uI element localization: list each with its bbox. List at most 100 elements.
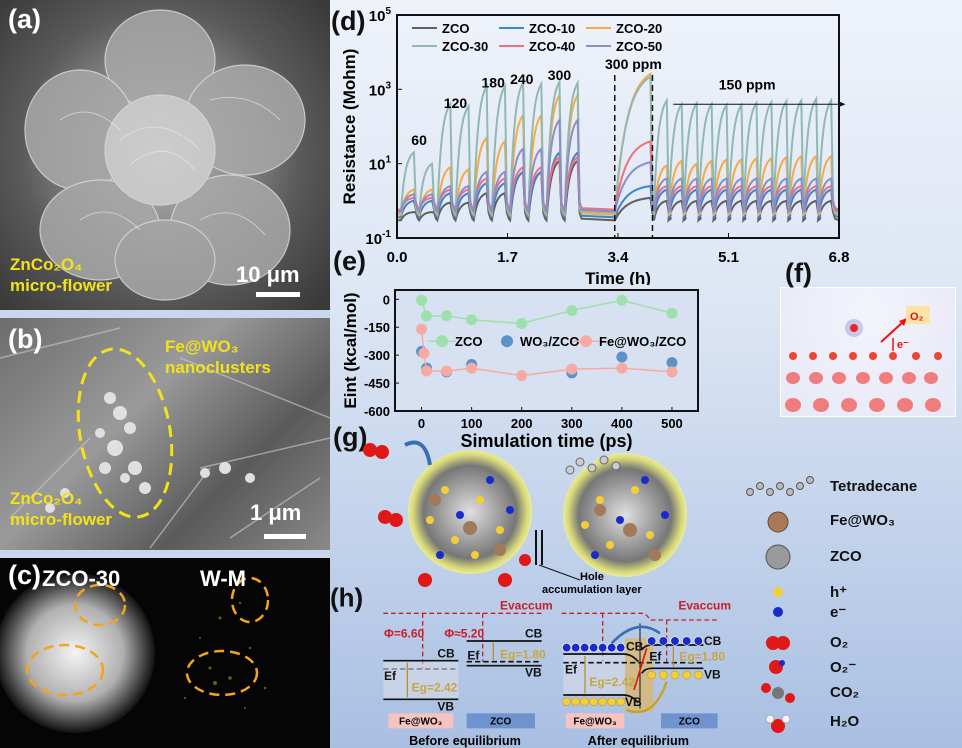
after-equilibrium-caption: After equilibrium (588, 734, 689, 748)
legend-label-fe-wo3: Fe@WO₃ (830, 512, 895, 529)
series-line-zco-30 (397, 74, 840, 216)
data-point-fe-wo3-zco (466, 362, 478, 374)
panel-label-g: (g) (333, 422, 368, 452)
y-tick-label: -600 (364, 404, 390, 419)
hole-icon (773, 587, 783, 597)
hole-flow-arrow (626, 681, 668, 714)
fe-wo3-box-label: Fe@WO₃ (399, 716, 443, 727)
sample-label: ZCO-30 (42, 566, 121, 591)
legend-label: WO₃/ZCO (520, 334, 579, 349)
x-axis-label: Simulation time (ps) (460, 431, 632, 451)
y-axis-label: Resistance (Mohm) (340, 49, 359, 205)
work-function-fe-wo3: Φ=6.60 (384, 626, 425, 640)
bandgap-fe-wo3: Eg=2.42 (589, 675, 635, 689)
series-line-zco-20 (397, 71, 840, 218)
y-tick-label: 0 (383, 292, 390, 307)
cb-label: CB (437, 646, 455, 660)
panel-label-b: (b) (8, 324, 43, 354)
annotation-c120: 120 (444, 95, 468, 111)
eds-mapping-c: (c) ZCO-30 W-M (0, 558, 330, 748)
zco-box (466, 713, 535, 729)
y-axis-label: Eint (kcal/mol) (341, 292, 360, 408)
legend-label-zco: ZCO (830, 548, 862, 565)
w-signal-speckle (183, 601, 267, 709)
x-tick-label: 500 (661, 416, 683, 431)
o2-label: O₂ (910, 311, 924, 323)
evacuum-label-before: Evaccum (500, 598, 553, 612)
tetradecane-molecule-icon (746, 476, 814, 496)
co2-molecule-icon (761, 683, 795, 703)
x-tick-label: 5.1 (718, 249, 739, 266)
resistance-chart: 0.0 1.7 3.4 5.1 6.8 105 103 101 10-1 Time (h) Resi… (340, 6, 849, 285)
annotation-c180: 180 (482, 74, 506, 90)
annotation-c300: 300 (548, 67, 572, 83)
o2-minus-molecule-icon (769, 660, 785, 674)
fe-wo3-particle-icon (767, 511, 789, 533)
sensing-mechanism-schematic: Hole accumulation layer (363, 440, 687, 595)
data-point-zco (466, 314, 478, 326)
legend-label: Fe@WO₃/ZCO (599, 334, 686, 349)
cluster-label: Fe@WO₃ nanoclusters (165, 336, 271, 378)
plot-frame (394, 289, 699, 412)
vb-label: VB (437, 700, 454, 714)
tetradecane-molecule (565, 455, 621, 475)
data-point-zco (421, 310, 433, 322)
ef-label: Ef (649, 650, 662, 664)
vb-label: VB (704, 667, 721, 681)
legend-label: ZCO-30 (442, 39, 488, 54)
data-point-zco (416, 294, 428, 306)
h2o-molecule-icon (765, 714, 791, 733)
zco-box (661, 713, 718, 729)
x-tick-label: 3.4 (608, 249, 630, 266)
scale-bar-label: 10 μm (236, 262, 300, 287)
legend-label-co2: CO₂ (830, 684, 860, 701)
x-tick-label: 200 (511, 416, 533, 431)
legend-marker (436, 335, 448, 348)
annotation-tail: 150 ppm (719, 76, 776, 92)
scale-bar (264, 534, 306, 539)
electron-flow-arrow (610, 625, 661, 645)
hole-layer-label-line2: accumulation layer (542, 584, 642, 595)
electrons-after (562, 636, 703, 653)
annotation-c60: 60 (411, 132, 427, 148)
eds-maps (0, 573, 270, 733)
data-point-zco (516, 318, 528, 330)
legend-marker (580, 335, 592, 348)
holes-after (562, 670, 703, 706)
cluster-type: nanoclusters (165, 358, 271, 377)
material-label: ZnCo₂O₄ micro-flower (10, 254, 112, 296)
ef-label: Ef (384, 669, 397, 683)
legend-label-electron: e⁻ (830, 604, 847, 621)
vb-label: VB (625, 695, 642, 709)
data-point-zco (616, 294, 628, 306)
cb-label: CB (704, 634, 722, 648)
y-tick-label: -450 (364, 376, 390, 391)
x-tick-label: 0 (418, 416, 425, 431)
data-point-fe-wo3-zco (516, 370, 528, 382)
cb-label: CB (626, 640, 644, 654)
y-tick-label: -150 (364, 320, 390, 335)
x-tick-label: 100 (461, 416, 483, 431)
zco-sphere-right (563, 453, 687, 577)
legend-label-o2-minus: O₂⁻ (830, 659, 857, 676)
panel-label-c: (c) (8, 560, 41, 590)
legend-label: ZCO-40 (529, 39, 575, 54)
band-diagram: (h) Evaccum Evaccum Φ=6.60 Φ≈5.20 CB Ef … (330, 583, 731, 748)
zco-box-label: ZCO (679, 716, 700, 727)
electron-label: e⁻ (897, 339, 909, 351)
panel-label-e: (e) (333, 246, 366, 276)
legend-label: ZCO (455, 334, 482, 349)
o2-molecules (363, 443, 531, 587)
data-point-fe-wo3-zco (616, 362, 628, 374)
scale-bar-label: 1 μm (250, 500, 302, 525)
legend-label: ZCO-20 (616, 21, 662, 36)
material-name: ZnCo₂O₄ (10, 255, 83, 274)
y-tick-label: 105 (369, 6, 392, 25)
legend-label: ZCO-50 (616, 39, 662, 54)
particle-image (0, 573, 155, 733)
data-point-zco (666, 307, 678, 319)
sheets-and-clusters-illustration (0, 327, 330, 549)
panel-label-f: (f) (785, 258, 812, 288)
micro-flower-illustration (24, 9, 306, 301)
material-name: ZnCo₂O₄ (10, 489, 83, 508)
